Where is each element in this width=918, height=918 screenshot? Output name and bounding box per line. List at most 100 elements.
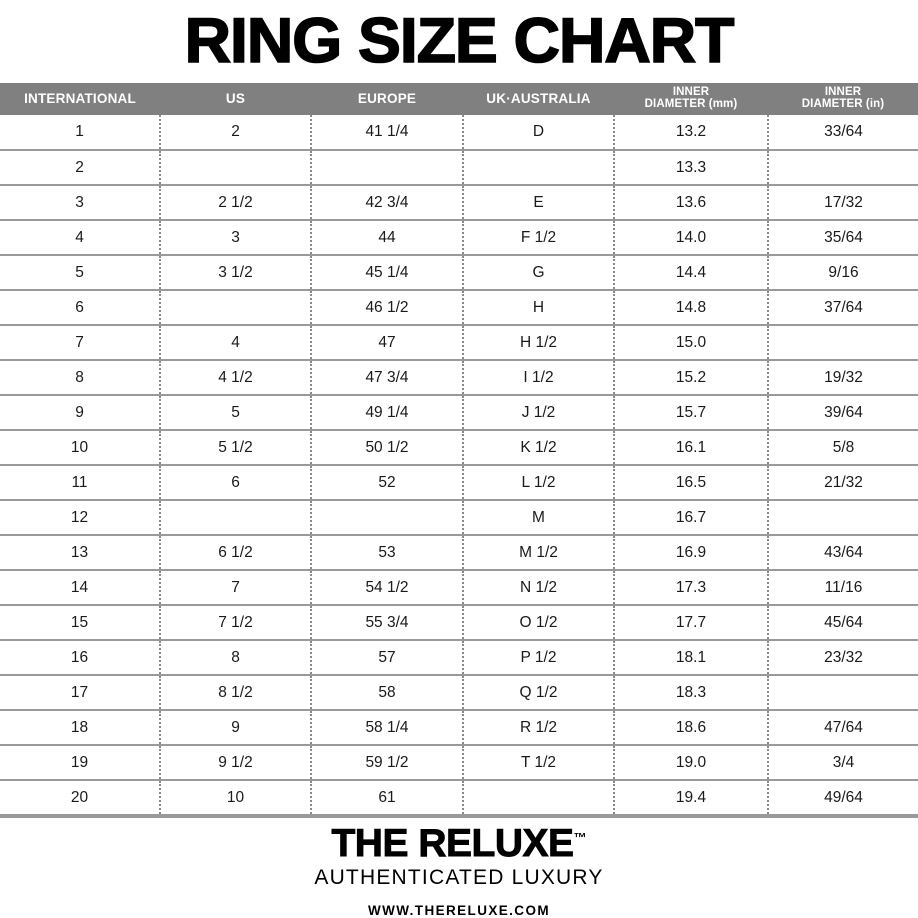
cell-inner_diameter_in: 23/32 <box>824 648 863 666</box>
cell-uk_australia: M <box>463 500 615 536</box>
cell-international: 1 <box>0 115 161 151</box>
cell-inner_diameter_mm: 14.4 <box>614 255 769 291</box>
cell-inner_diameter_mm: 17.3 <box>614 570 769 606</box>
table-row: 18 9 58 1/4 R 1/2 18.6 47/64 <box>0 710 918 746</box>
brand-name: THE RELUXE™ <box>331 823 586 865</box>
column-header-international: INTERNATIONAL <box>24 91 136 107</box>
cell-europe: 54 1/2 <box>311 570 464 606</box>
cell-international: 16 <box>0 640 161 676</box>
cell-international: 18 <box>0 710 161 746</box>
cell-inner_diameter_in: 9/16 <box>828 263 859 281</box>
column-header-us: US <box>225 91 246 107</box>
table-row: 6 46 1/2 H 14.8 37/64 <box>0 290 918 326</box>
table-row: 9 5 49 1/4 J 1/2 15.7 39/64 <box>0 395 918 431</box>
cell-uk_australia <box>463 780 615 816</box>
table-row: 16 8 57 P 1/2 18.1 23/32 <box>0 640 918 676</box>
cell-inner_diameter_in: 49/64 <box>824 788 863 806</box>
cell-inner_diameter_mm: 19.4 <box>614 780 769 816</box>
cell-uk_australia: Q 1/2 <box>463 675 615 711</box>
cell-europe: 50 1/2 <box>311 430 464 466</box>
cell-inner_diameter_mm: 18.3 <box>614 675 769 711</box>
cell-us: 6 1/2 <box>160 535 312 571</box>
table-row: 20 10 61 19.4 49/64 <box>0 780 918 816</box>
cell-europe: 61 <box>311 780 464 816</box>
cell-inner_diameter_mm: 16.1 <box>614 430 769 466</box>
cell-uk_australia: R 1/2 <box>463 710 615 746</box>
cell-uk_australia <box>463 150 615 186</box>
table-header: INTERNATIONAL US EUROPE UK·AUSTRALIA INN… <box>0 83 918 116</box>
cell-us: 3 <box>160 220 312 256</box>
column-header-europe: EUROPE <box>357 91 417 107</box>
table-row: 7 4 47 H 1/2 15.0 <box>0 325 918 361</box>
cell-uk_australia: E <box>463 185 615 221</box>
cell-inner_diameter_mm: 14.8 <box>614 290 769 326</box>
cell-us <box>160 290 312 326</box>
cell-europe: 46 1/2 <box>311 290 464 326</box>
cell-inner_diameter_in: 17/32 <box>824 193 863 211</box>
cell-international: 15 <box>0 605 161 641</box>
header-line-2: DIAMETER (in) <box>801 98 885 111</box>
cell-us: 9 1/2 <box>160 745 312 781</box>
cell-inner_diameter_in <box>768 500 918 535</box>
cell-inner_diameter_mm: 16.5 <box>614 465 769 501</box>
cell-inner_diameter_mm: 19.0 <box>614 745 769 781</box>
cell-uk_australia: P 1/2 <box>463 640 615 676</box>
cell-europe <box>311 150 464 186</box>
cell-uk_australia: K 1/2 <box>463 430 615 466</box>
cell-uk_australia: I 1/2 <box>463 360 615 396</box>
cell-europe: 49 1/4 <box>311 395 464 431</box>
title-container: RING SIZE CHART <box>0 0 918 83</box>
cell-us: 7 <box>160 570 312 606</box>
cell-inner_diameter_in <box>768 675 918 710</box>
table-row: 11 6 52 L 1/2 16.5 21/32 <box>0 465 918 501</box>
cell-inner_diameter_mm: 17.7 <box>614 605 769 641</box>
cell-uk_australia: N 1/2 <box>463 570 615 606</box>
cell-inner_diameter_mm: 15.2 <box>614 360 769 396</box>
cell-international: 4 <box>0 220 161 256</box>
cell-inner_diameter_mm: 16.9 <box>614 535 769 571</box>
cell-europe: 53 <box>311 535 464 571</box>
table-row: 19 9 1/2 59 1/2 T 1/2 19.0 3/4 <box>0 745 918 781</box>
cell-europe: 55 3/4 <box>311 605 464 641</box>
cell-international: 12 <box>0 500 161 536</box>
header-line-2: DIAMETER (mm) <box>644 98 738 111</box>
cell-international: 10 <box>0 430 161 466</box>
cell-inner_diameter_in: 19/32 <box>824 368 863 386</box>
cell-inner_diameter_in: 43/64 <box>824 543 863 561</box>
cell-uk_australia: H 1/2 <box>463 325 615 361</box>
cell-inner_diameter_in <box>768 150 918 185</box>
cell-us: 9 <box>160 710 312 746</box>
cell-inner_diameter_in: 3/4 <box>832 753 855 771</box>
cell-inner_diameter_in: 11/16 <box>824 578 863 596</box>
cell-us: 5 1/2 <box>160 430 312 466</box>
cell-inner_diameter_mm: 16.7 <box>614 500 769 536</box>
brand-website: WWW.THERELUXE.COM <box>367 903 551 918</box>
column-header-inner-diameter-mm: INNER DIAMETER (mm) <box>614 83 768 115</box>
cell-international: 11 <box>0 465 161 501</box>
cell-inner_diameter_mm: 13.3 <box>614 150 769 186</box>
cell-europe: 59 1/2 <box>311 745 464 781</box>
cell-international: 20 <box>0 780 161 816</box>
cell-international: 6 <box>0 290 161 326</box>
cell-international: 7 <box>0 325 161 361</box>
table-row: 14 7 54 1/2 N 1/2 17.3 11/16 <box>0 570 918 606</box>
ring-size-table: INTERNATIONAL US EUROPE UK·AUSTRALIA INN… <box>0 83 918 816</box>
cell-europe: 52 <box>311 465 464 501</box>
table-bottom-rule <box>0 816 918 819</box>
cell-us: 8 <box>160 640 312 676</box>
cell-uk_australia: G <box>463 255 615 291</box>
cell-international: 17 <box>0 675 161 711</box>
cell-inner_diameter_mm: 15.7 <box>614 395 769 431</box>
footer: THE RELUXE™ AUTHENTICATED LUXURY WWW.THE… <box>0 818 918 918</box>
header-line-1: INNER <box>672 86 710 99</box>
cell-international: 19 <box>0 745 161 781</box>
cell-europe: 57 <box>311 640 464 676</box>
cell-international: 5 <box>0 255 161 291</box>
cell-inner_diameter_in: 35/64 <box>824 228 863 246</box>
cell-international: 2 <box>0 150 161 186</box>
cell-us: 10 <box>160 780 312 816</box>
cell-europe: 45 1/4 <box>311 255 464 291</box>
cell-inner_diameter_in: 5/8 <box>832 438 855 456</box>
cell-uk_australia: L 1/2 <box>463 465 615 501</box>
